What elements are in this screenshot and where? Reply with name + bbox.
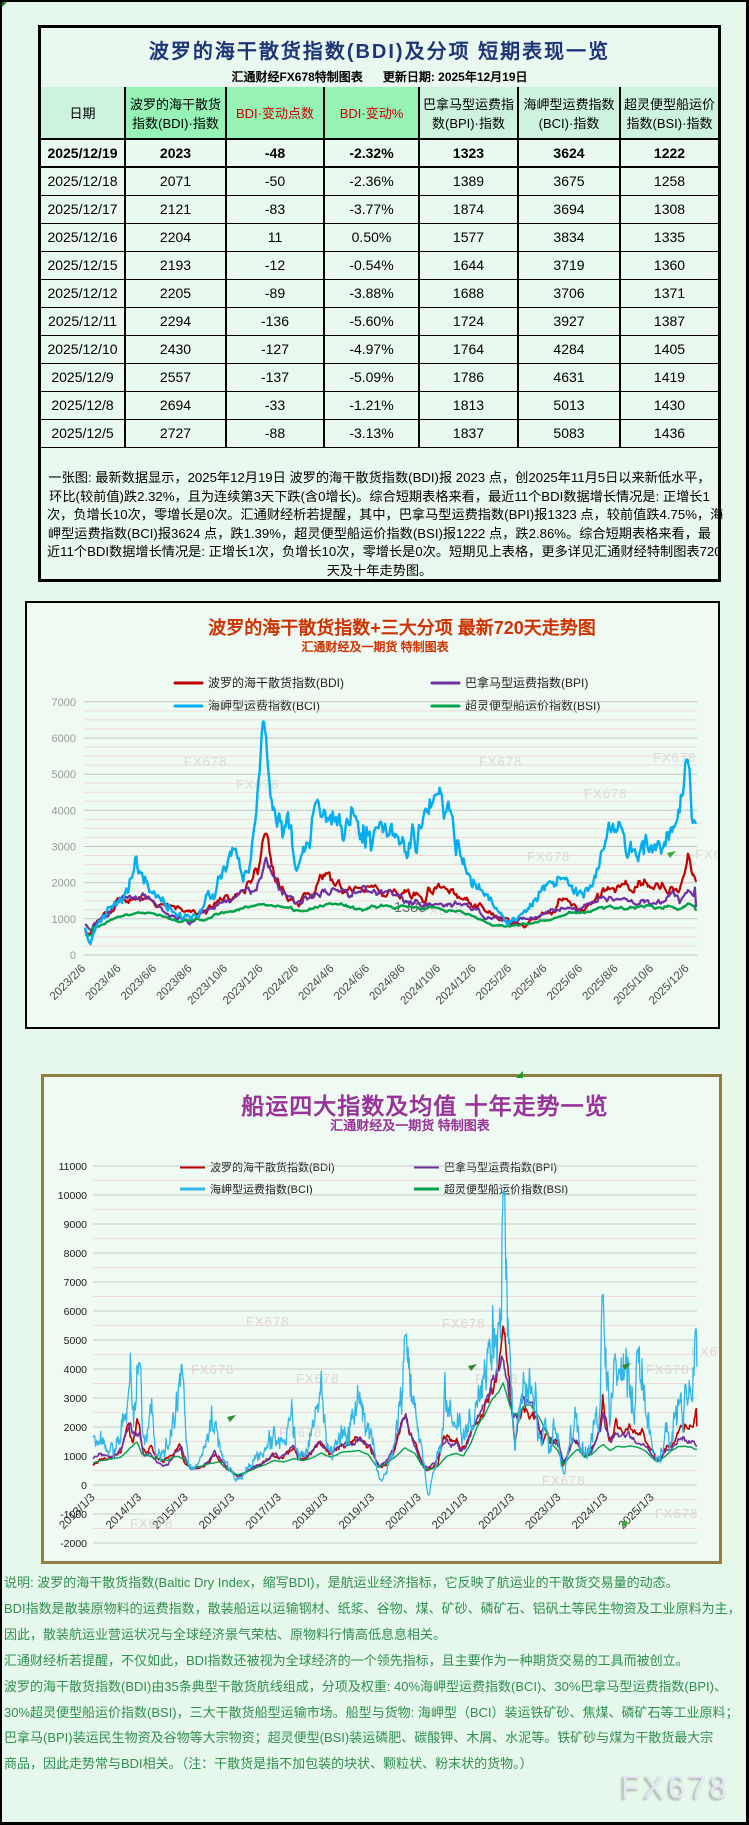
- svg-text:FX678: FX678: [655, 1506, 698, 1521]
- svg-text:FX678: FX678: [695, 847, 718, 862]
- svg-text:FX678: FX678: [653, 750, 696, 765]
- svg-text:巴拿马型运费指数(BPI): 巴拿马型运费指数(BPI): [465, 675, 588, 690]
- svg-text:4000: 4000: [52, 805, 76, 817]
- svg-text:-2000: -2000: [60, 1538, 87, 1550]
- svg-text:6000: 6000: [64, 1306, 88, 1318]
- svg-text:汇通财经及一期货 特制图表: 汇通财经及一期货 特制图表: [301, 639, 449, 654]
- svg-text:1000: 1000: [64, 1451, 88, 1463]
- svg-text:4000: 4000: [64, 1364, 88, 1376]
- svg-text:2023/6/6: 2023/6/6: [119, 963, 159, 1003]
- svg-text:0: 0: [70, 950, 76, 962]
- svg-text:FX678: FX678: [184, 754, 227, 769]
- svg-text:5000: 5000: [52, 769, 76, 781]
- svg-text:2023/4/6: 2023/4/6: [83, 963, 123, 1003]
- svg-text:波罗的海干散货指数(BDI): 波罗的海干散货指数(BDI): [208, 675, 344, 690]
- svg-text:FX678: FX678: [191, 1362, 234, 1377]
- svg-text:7000: 7000: [64, 1277, 88, 1289]
- svg-text:11000: 11000: [59, 1161, 88, 1173]
- svg-text:9000: 9000: [64, 1219, 88, 1231]
- svg-text:2016/1/3: 2016/1/3: [197, 1492, 237, 1532]
- svg-text:3000: 3000: [52, 842, 76, 854]
- svg-text:超灵便型船运价指数(BSI): 超灵便型船运价指数(BSI): [444, 1182, 568, 1196]
- svg-text:2022/1/3: 2022/1/3: [477, 1492, 517, 1532]
- svg-text:波罗的海干散货指数(BDI): 波罗的海干散货指数(BDI): [210, 1160, 335, 1174]
- svg-text:巴拿马型运费指数(BPI): 巴拿马型运费指数(BPI): [444, 1160, 557, 1174]
- svg-text:FX678: FX678: [542, 1473, 585, 1488]
- svg-text:2023/2/6: 2023/2/6: [48, 963, 88, 1003]
- svg-text:5000: 5000: [64, 1335, 88, 1347]
- svg-text:海岬型运费指数(BCI): 海岬型运费指数(BCI): [210, 1182, 313, 1196]
- svg-text:2020/1/3: 2020/1/3: [384, 1492, 424, 1532]
- svg-text:FX678: FX678: [442, 1316, 485, 1331]
- svg-text:2024/6/6: 2024/6/6: [332, 963, 372, 1003]
- svg-text:船运四大指数及均值 十年走势一览: 船运四大指数及均值 十年走势一览: [241, 1093, 608, 1119]
- svg-text:2024/1/3: 2024/1/3: [570, 1492, 610, 1532]
- svg-text:0: 0: [81, 1480, 87, 1492]
- svg-text:2024/4/6: 2024/4/6: [296, 963, 336, 1003]
- svg-text:2023/1/3: 2023/1/3: [523, 1492, 563, 1532]
- svg-text:7000: 7000: [52, 697, 76, 709]
- svg-text:FX678: FX678: [296, 1371, 339, 1386]
- svg-text:2000: 2000: [64, 1422, 88, 1434]
- svg-text:汇通财经及一期货 特制图表: 汇通财经及一期货 特制图表: [330, 1118, 491, 1133]
- svg-text:FX678: FX678: [246, 1314, 289, 1329]
- svg-text:-1000: -1000: [60, 1509, 87, 1521]
- svg-text:2025/4/6: 2025/4/6: [509, 963, 549, 1003]
- svg-text:FX678: FX678: [279, 1425, 322, 1440]
- svg-text:FX678: FX678: [527, 849, 570, 864]
- svg-text:10000: 10000: [58, 1190, 87, 1202]
- svg-text:2019/1/3: 2019/1/3: [337, 1492, 377, 1532]
- svg-text:1000: 1000: [52, 914, 76, 926]
- svg-text:2021/1/3: 2021/1/3: [430, 1492, 470, 1532]
- svg-text:2025/6/6: 2025/6/6: [545, 963, 585, 1003]
- svg-text:FX678: FX678: [584, 786, 627, 801]
- svg-text:6000: 6000: [52, 733, 76, 745]
- svg-text:FX678: FX678: [479, 754, 522, 769]
- svg-text:2017/1/3: 2017/1/3: [244, 1492, 284, 1532]
- svg-text:FX678: FX678: [130, 1516, 173, 1531]
- svg-text:2024/2/6: 2024/2/6: [261, 963, 301, 1003]
- svg-text:2018/1/3: 2018/1/3: [290, 1492, 330, 1532]
- svg-text:波罗的海干散货指数+三大分项 最新720天走势图: 波罗的海干散货指数+三大分项 最新720天走势图: [208, 617, 596, 638]
- svg-text:FX678: FX678: [646, 1362, 689, 1377]
- svg-text:3000: 3000: [64, 1393, 88, 1405]
- svg-text:2025/2/6: 2025/2/6: [474, 963, 514, 1003]
- svg-text:2000: 2000: [52, 878, 76, 890]
- svg-text:8000: 8000: [64, 1248, 88, 1260]
